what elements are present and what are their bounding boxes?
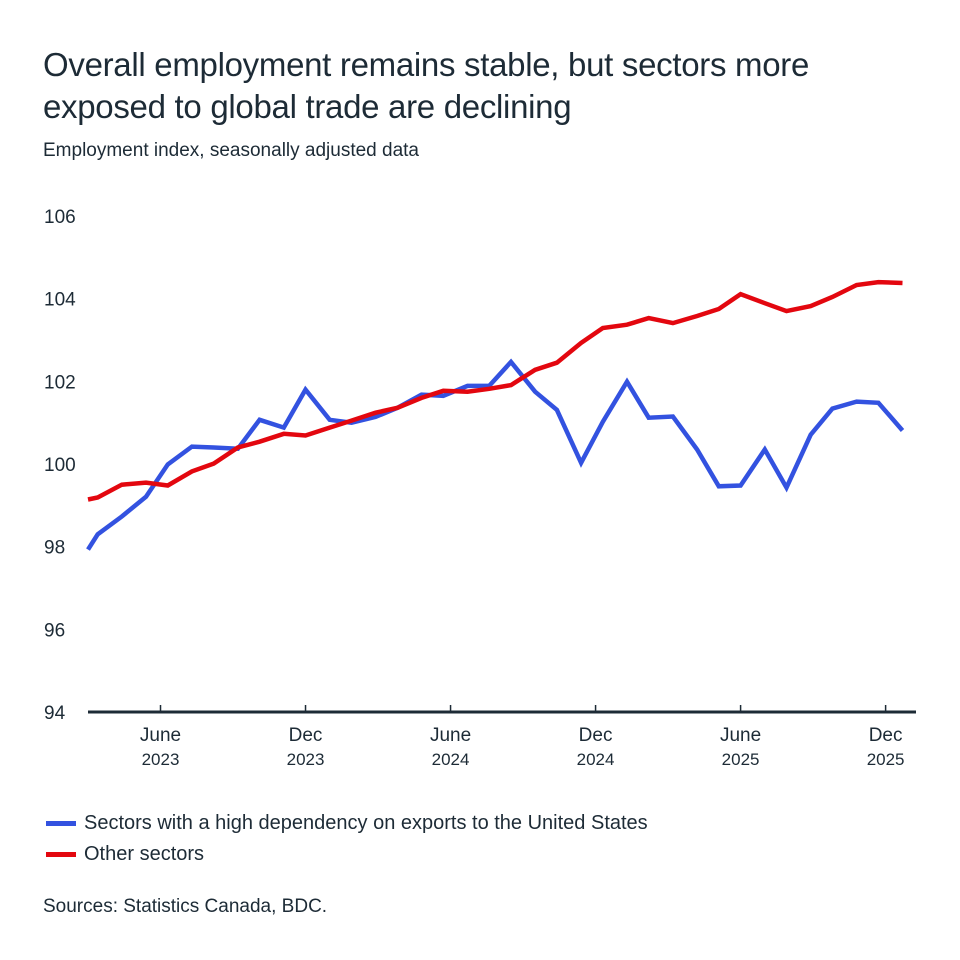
- chart-subtitle: Employment index, seasonally adjusted da…: [43, 140, 420, 161]
- x-tick-label: Dec: [869, 725, 903, 746]
- y-tick-label: 100: [44, 455, 76, 476]
- chart-title: Overall employment remains stable, but s…: [43, 46, 810, 125]
- y-axis: 94 96 98 100 102 104 106: [44, 207, 76, 724]
- legend-item-other: Other sectors: [46, 839, 648, 870]
- x-axis: June 2023 Dec 2023 June 2024 Dec 2024 June 2025 De…: [88, 705, 916, 769]
- x-tick-label: June: [430, 725, 471, 746]
- y-tick-label: 104: [44, 290, 76, 311]
- series-group: [86, 279, 905, 551]
- x-tick-label: Dec: [289, 725, 323, 746]
- x-tick-label: June: [720, 725, 761, 746]
- x-tick-year-label: 2025: [722, 750, 760, 769]
- x-tick-year-label: 2024: [432, 750, 470, 769]
- y-tick-label: 96: [44, 620, 65, 641]
- legend-item-exports: Sectors with a high dependency on export…: [46, 808, 648, 839]
- x-tick-year-label: 2023: [142, 750, 180, 769]
- legend-label: Sectors with a high dependency on export…: [84, 812, 648, 834]
- x-tick-year-label: 2023: [287, 750, 325, 769]
- legend-label: Other sectors: [84, 843, 205, 865]
- series-line-exports: [86, 358, 905, 551]
- x-tick-year-label: 2024: [577, 750, 615, 769]
- x-tick-label: June: [140, 725, 181, 746]
- x-tick-label: Dec: [579, 725, 613, 746]
- y-tick-label: 102: [44, 372, 76, 393]
- legend: Sectors with a high dependency on export…: [46, 808, 648, 870]
- x-tick-year-label: 2025: [867, 750, 905, 769]
- series-line-other: [87, 279, 903, 502]
- legend-swatch-red: [46, 852, 76, 857]
- source-note: Sources: Statistics Canada, BDC.: [43, 896, 328, 917]
- y-tick-label: 106: [44, 207, 76, 228]
- y-tick-label: 94: [44, 703, 66, 724]
- y-tick-label: 98: [44, 538, 65, 559]
- legend-swatch-blue: [46, 821, 76, 826]
